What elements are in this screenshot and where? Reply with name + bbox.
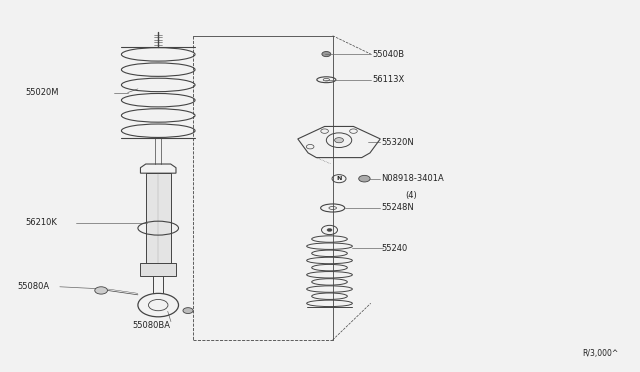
Text: (4): (4)	[406, 191, 417, 200]
Text: N08918-3401A: N08918-3401A	[381, 174, 444, 183]
Bar	[145, 173, 171, 263]
Circle shape	[327, 228, 332, 231]
Text: 56113X: 56113X	[372, 75, 404, 84]
Bar	[140, 263, 176, 276]
Circle shape	[335, 138, 344, 143]
Text: 55040B: 55040B	[372, 49, 404, 58]
Text: N: N	[337, 176, 342, 181]
Text: 55080A: 55080A	[17, 282, 49, 291]
Circle shape	[358, 175, 370, 182]
Circle shape	[95, 287, 108, 294]
Text: 55248N: 55248N	[381, 203, 414, 212]
Text: 55020M: 55020M	[25, 88, 58, 97]
Text: 56210K: 56210K	[25, 218, 57, 227]
Circle shape	[183, 308, 193, 314]
Text: 55320N: 55320N	[381, 138, 414, 147]
Circle shape	[322, 51, 331, 57]
Text: 55080BA: 55080BA	[133, 321, 171, 330]
Text: R/3,000^: R/3,000^	[582, 349, 618, 358]
Text: 55240: 55240	[381, 244, 408, 253]
